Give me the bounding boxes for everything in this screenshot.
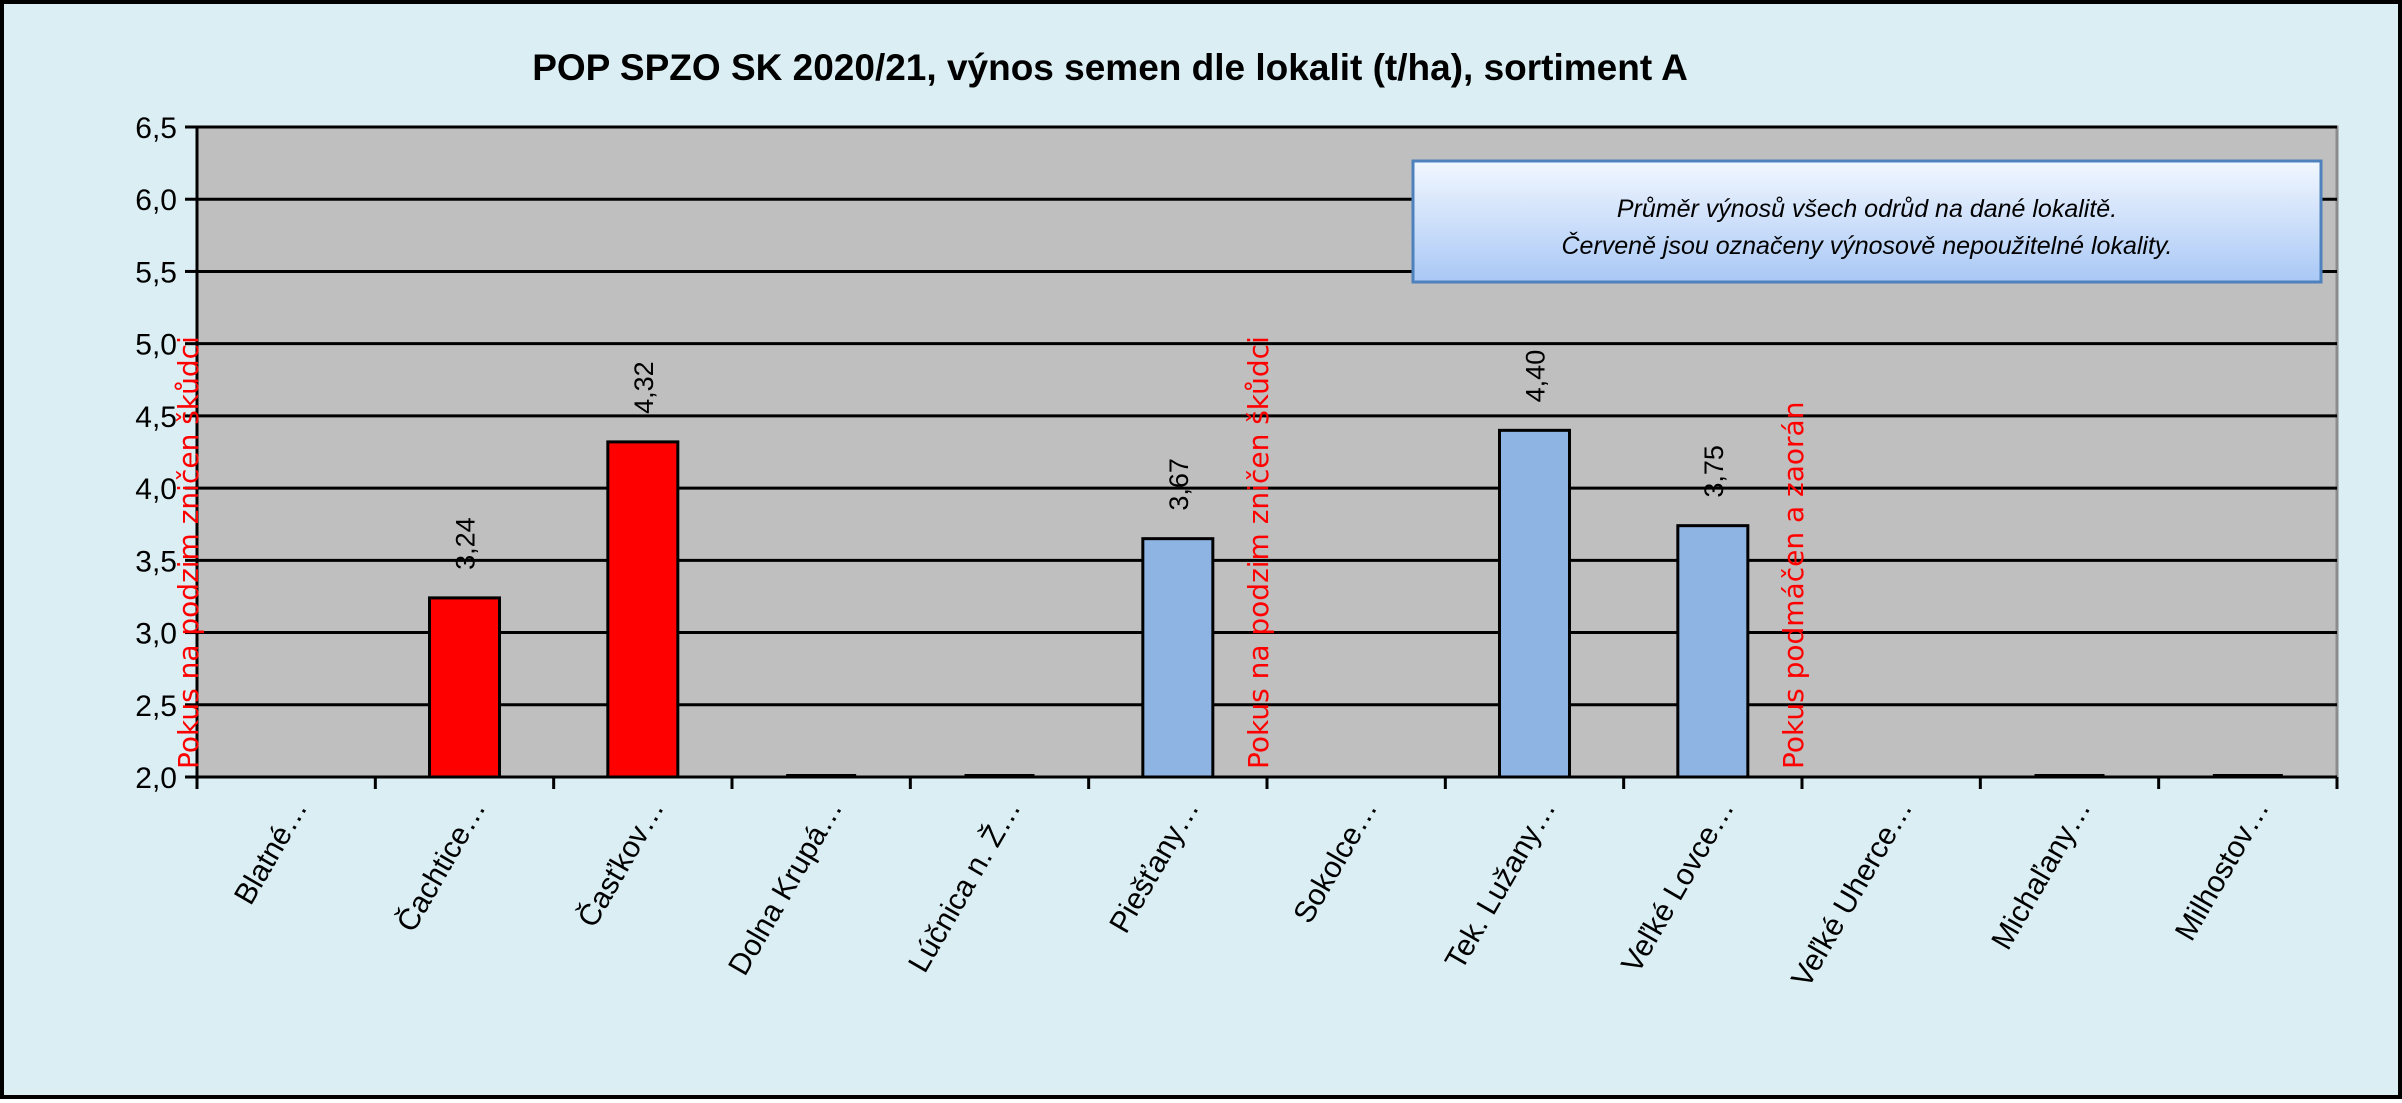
data-label: 3,75	[1699, 445, 1729, 498]
y-tick-label: 3,0	[135, 618, 177, 651]
x-tick-label: Sokolce…	[1287, 794, 1384, 929]
bar	[428, 596, 501, 779]
location-note: Pokus na podzim zničen škůdci	[172, 336, 205, 769]
bars	[428, 428, 2283, 779]
y-tick-label: 2,5	[135, 690, 177, 723]
y-axis: 2,0 2,5 3,0 3,5 4,0 4,5 5,0 5,5 6,0 6,5	[135, 112, 199, 795]
x-tick-label: Blatné…	[228, 794, 314, 910]
x-tick-label: Milhostov…	[2169, 794, 2276, 946]
x-tick-label: Veľké Uherce…	[1785, 794, 1919, 993]
x-tick-label: Čachtice…	[390, 794, 493, 938]
x-tick-label: Piešťany…	[1103, 794, 1206, 939]
bar	[606, 440, 680, 779]
y-tick-label: 3,5	[135, 545, 177, 578]
bar	[1141, 537, 1215, 779]
y-tick-label: 5,5	[135, 256, 177, 289]
data-labels: 3,24 4,32 3,67 4,40 3,75	[451, 350, 1729, 570]
location-note: Pokus podmáčen a zaorán	[1777, 402, 1810, 769]
x-axis: Blatné… Čachtice… Časťkov… Dolna Krupá… Lúčn…	[195, 775, 2339, 993]
data-label: 4,40	[1521, 350, 1551, 403]
data-label: 4,32	[629, 361, 659, 414]
x-tick-label: Časťkov…	[571, 794, 671, 933]
x-tick-label: Lúčnica n. Ž…	[902, 794, 1027, 978]
bar-chart: POP SPZO SK 2020/21, výnos semen dle lok…	[135, 47, 2339, 993]
data-label: 3,24	[451, 517, 481, 570]
location-notes: Pokus na podzim zničen škůdci Pokus na po…	[172, 336, 1810, 769]
legend-line-2: Červeně jsou označeny výnosově nepoužite…	[1561, 231, 2172, 260]
chart-title: POP SPZO SK 2020/21, výnos semen dle lok…	[532, 47, 1688, 88]
bar	[1676, 524, 1750, 779]
y-tick-label: 4,0	[135, 473, 177, 506]
y-tick-label: 4,5	[135, 401, 177, 434]
legend-line-1: Průměr výnosů všech odrůd na dané lokali…	[1617, 195, 2117, 223]
y-tick-label: 5,0	[135, 329, 177, 362]
x-tick-label: Dolna Krupá…	[722, 794, 849, 981]
location-note: Pokus na podzim zničen škůdci	[1242, 336, 1275, 769]
data-label: 3,67	[1164, 458, 1194, 511]
y-tick-label: 6,5	[135, 112, 177, 145]
legend-box: Průměr výnosů všech odrůd na dané lokali…	[1411, 159, 2323, 284]
bar	[1498, 428, 1571, 779]
y-tick-label: 6,0	[135, 184, 177, 217]
x-tick-label: Michaľany…	[1985, 794, 2097, 955]
x-tick-label: Tek. Lužany…	[1439, 794, 1563, 975]
y-tick-label: 2,0	[135, 762, 177, 795]
x-tick-label: Veľké Lovce…	[1615, 794, 1741, 978]
